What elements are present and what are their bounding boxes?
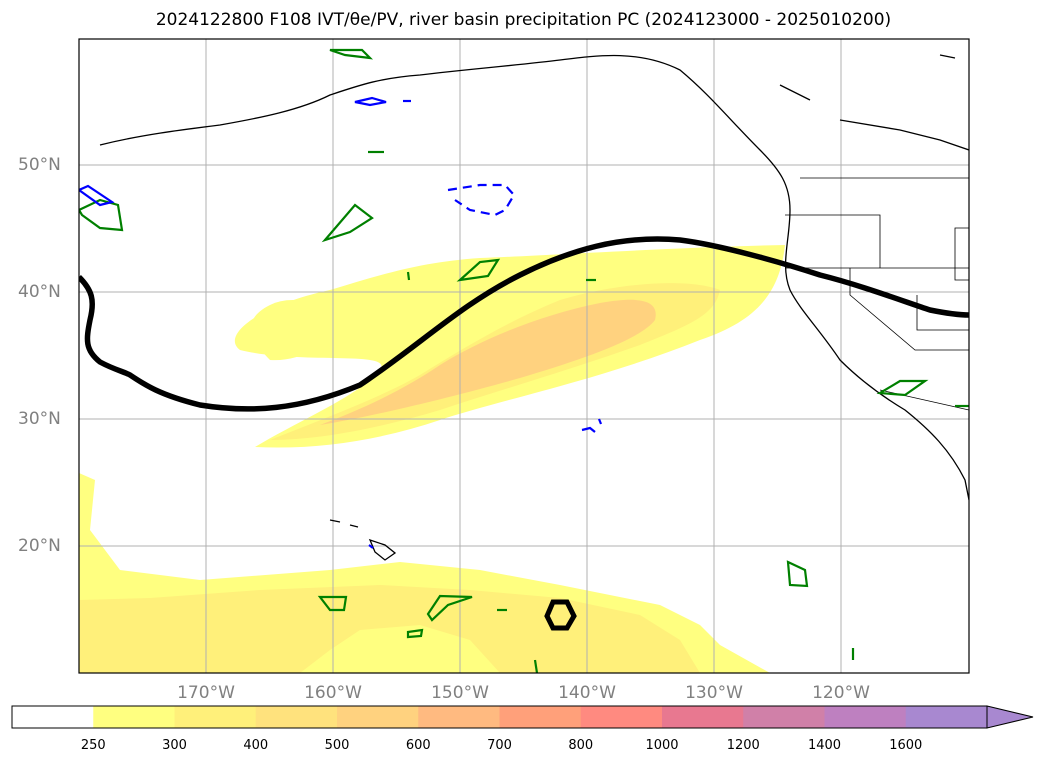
- coastlines: [99, 54, 969, 561]
- ivt-contour-400: [320, 299, 656, 425]
- colorbar-box: [824, 706, 907, 728]
- map-title: 2024122800 F108 IVT/θe/PV, river basin p…: [155, 10, 892, 30]
- colorbar-extend-arrow: [986, 705, 1034, 729]
- closed-contour: [544, 599, 577, 631]
- lon-label-140w: 140°W: [558, 683, 616, 703]
- lat-label-40n: 40°N: [18, 282, 61, 302]
- gridlines: [79, 39, 969, 673]
- theta-e-contours: [79, 96, 603, 549]
- colorbar-box: [418, 706, 500, 728]
- colorbar: [12, 706, 988, 728]
- lon-label-160w: 160°W: [304, 683, 362, 703]
- colorbar-tick-label: 500: [324, 738, 350, 753]
- colorbar-tick-label: 1400: [807, 738, 842, 753]
- colorbar-tick-label: 400: [243, 738, 269, 753]
- colorbar-box: [255, 706, 338, 728]
- map-frame: [78, 38, 970, 674]
- lon-label-170w: 170°W: [177, 683, 235, 703]
- pv-contours: [79, 48, 969, 673]
- colorbar-tick-label: 1000: [645, 738, 679, 753]
- colorbar-box: [174, 706, 257, 728]
- colorbar-tick-label: 700: [487, 738, 512, 753]
- colorbar-tick-label: 800: [568, 738, 594, 753]
- colorbar-tick-label: 250: [80, 738, 106, 753]
- colorbar-box: [662, 706, 744, 728]
- front-line: [79, 236, 969, 412]
- colorbar-box: [905, 706, 988, 728]
- colorbar-box: [580, 706, 663, 728]
- colorbar-box: [499, 706, 582, 728]
- lat-label-50n: 50°N: [18, 155, 61, 175]
- lat-label-20n: 20°N: [18, 536, 61, 556]
- colorbar-box: [93, 706, 175, 728]
- colorbar-box: [743, 706, 825, 728]
- colorbar-tick-label: 1200: [726, 738, 760, 753]
- ivt-contour-300-south: [79, 585, 700, 673]
- colorbar-tick-label: 1600: [889, 738, 923, 753]
- colorbar-tick-label: 300: [162, 738, 187, 753]
- colorbar-frame: [11, 705, 988, 729]
- colorbar-box: [337, 706, 419, 728]
- lon-label-130w: 130°W: [685, 683, 743, 703]
- lat-label-30n: 30°N: [18, 409, 61, 429]
- lon-label-120w: 120°W: [812, 683, 870, 703]
- colorbar-tick-label: 600: [405, 738, 431, 753]
- lon-label-150w: 150°W: [431, 683, 489, 703]
- colorbar-box: [12, 706, 94, 728]
- ivt-contour-250-west: [251, 300, 340, 361]
